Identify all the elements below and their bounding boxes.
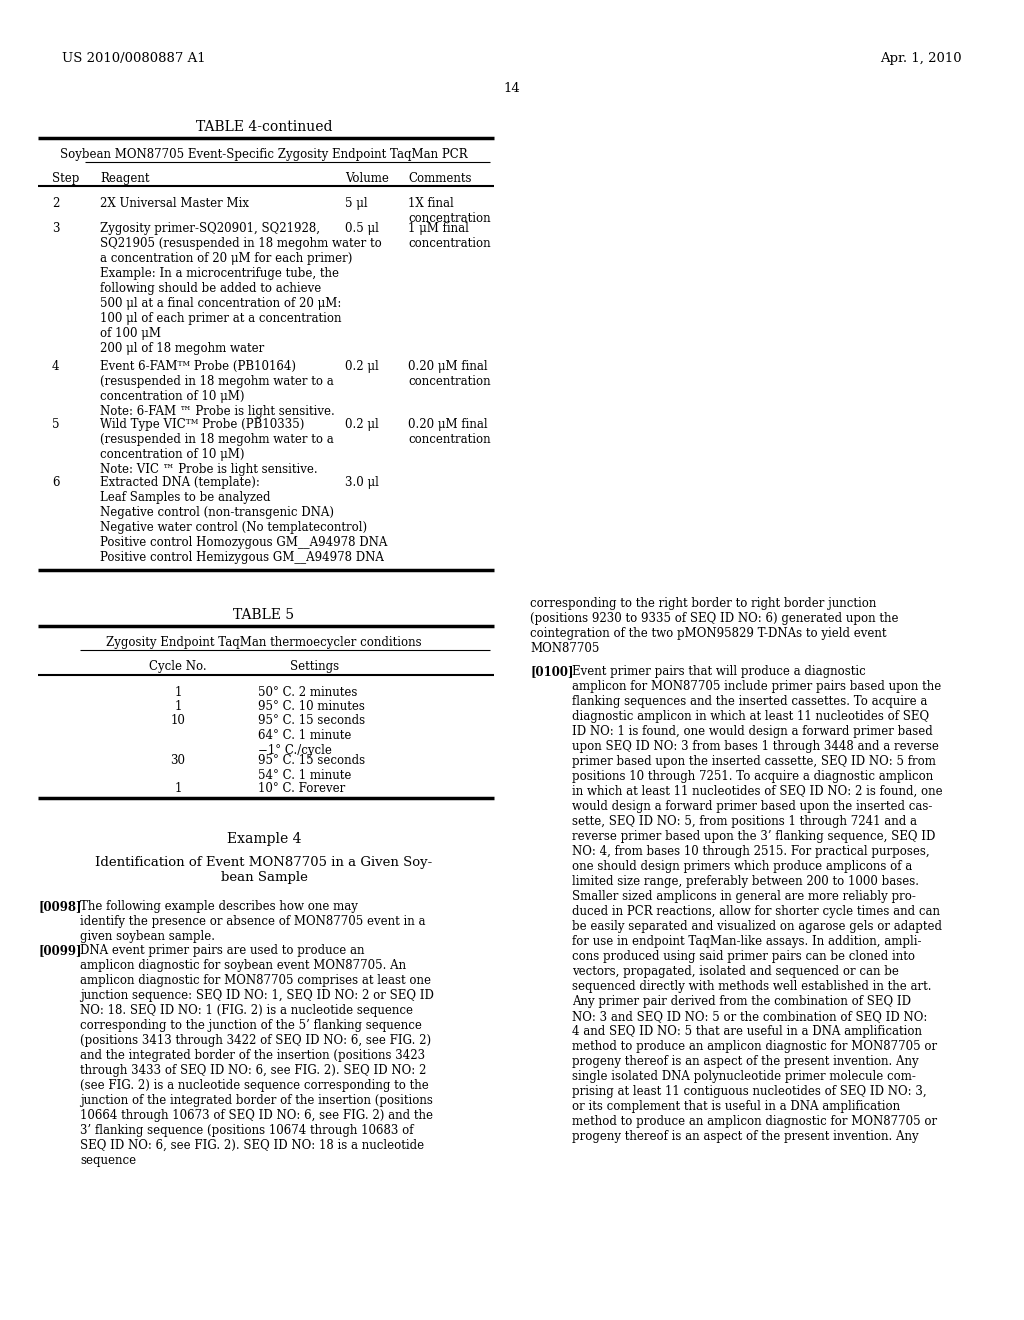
Text: 14: 14 bbox=[504, 82, 520, 95]
Text: 3.0 μl: 3.0 μl bbox=[345, 477, 379, 488]
Text: Volume: Volume bbox=[345, 172, 389, 185]
Text: [0099]: [0099] bbox=[38, 944, 82, 957]
Text: 50° C. 2 minutes: 50° C. 2 minutes bbox=[258, 686, 357, 700]
Text: The following example describes how one may
identify the presence or absence of : The following example describes how one … bbox=[80, 900, 426, 942]
Text: Example 4: Example 4 bbox=[226, 832, 301, 846]
Text: 0.2 μl: 0.2 μl bbox=[345, 418, 379, 432]
Text: TABLE 5: TABLE 5 bbox=[233, 609, 295, 622]
Text: Identification of Event MON87705 in a Given Soy-
bean Sample: Identification of Event MON87705 in a Gi… bbox=[95, 855, 432, 884]
Text: [0098]: [0098] bbox=[38, 900, 82, 913]
Text: Apr. 1, 2010: Apr. 1, 2010 bbox=[881, 51, 962, 65]
Text: 1: 1 bbox=[174, 781, 181, 795]
Text: 4: 4 bbox=[52, 360, 59, 374]
Text: Wild Type VICᵀᴹ Probe (PB10335)
(resuspended in 18 megohm water to a
concentrati: Wild Type VICᵀᴹ Probe (PB10335) (resuspe… bbox=[100, 418, 334, 477]
Text: 6: 6 bbox=[52, 477, 59, 488]
Text: 0.20 μM final
concentration: 0.20 μM final concentration bbox=[408, 418, 490, 446]
Text: Comments: Comments bbox=[408, 172, 471, 185]
Text: 95° C. 15 seconds
64° C. 1 minute
−1° C./cycle: 95° C. 15 seconds 64° C. 1 minute −1° C.… bbox=[258, 714, 366, 756]
Text: 2X Universal Master Mix: 2X Universal Master Mix bbox=[100, 197, 249, 210]
Text: 10: 10 bbox=[171, 714, 185, 727]
Text: 1 μM final
concentration: 1 μM final concentration bbox=[408, 222, 490, 249]
Text: 1X final
concentration: 1X final concentration bbox=[408, 197, 490, 224]
Text: Zygosity primer-SQ20901, SQ21928,
SQ21905 (resuspended in 18 megohm water to
a c: Zygosity primer-SQ20901, SQ21928, SQ2190… bbox=[100, 222, 382, 355]
Text: 5 μl: 5 μl bbox=[345, 197, 368, 210]
Text: Settings: Settings bbox=[290, 660, 339, 673]
Text: TABLE 4-continued: TABLE 4-continued bbox=[196, 120, 332, 135]
Text: 10° C. Forever: 10° C. Forever bbox=[258, 781, 345, 795]
Text: [0100]: [0100] bbox=[530, 665, 573, 678]
Text: 0.5 μl: 0.5 μl bbox=[345, 222, 379, 235]
Text: Event primer pairs that will produce a diagnostic
amplicon for MON87705 include : Event primer pairs that will produce a d… bbox=[572, 665, 943, 1143]
Text: 3: 3 bbox=[52, 222, 59, 235]
Text: Extracted DNA (template):
Leaf Samples to be analyzed
Negative control (non-tran: Extracted DNA (template): Leaf Samples t… bbox=[100, 477, 387, 564]
Text: Event 6-FAMᵀᴹ Probe (PB10164)
(resuspended in 18 megohm water to a
concentration: Event 6-FAMᵀᴹ Probe (PB10164) (resuspend… bbox=[100, 360, 335, 418]
Text: 2: 2 bbox=[52, 197, 59, 210]
Text: corresponding to the right border to right border junction
(positions 9230 to 93: corresponding to the right border to rig… bbox=[530, 597, 898, 655]
Text: Reagent: Reagent bbox=[100, 172, 150, 185]
Text: 5: 5 bbox=[52, 418, 59, 432]
Text: 0.20 μM final
concentration: 0.20 μM final concentration bbox=[408, 360, 490, 388]
Text: Soybean MON87705 Event-Specific Zygosity Endpoint TaqMan PCR: Soybean MON87705 Event-Specific Zygosity… bbox=[60, 148, 468, 161]
Text: Step: Step bbox=[52, 172, 80, 185]
Text: 95° C. 15 seconds
54° C. 1 minute: 95° C. 15 seconds 54° C. 1 minute bbox=[258, 754, 366, 781]
Text: Zygosity Endpoint TaqMan thermoecycler conditions: Zygosity Endpoint TaqMan thermoecycler c… bbox=[106, 636, 422, 649]
Text: 0.2 μl: 0.2 μl bbox=[345, 360, 379, 374]
Text: 95° C. 10 minutes: 95° C. 10 minutes bbox=[258, 700, 365, 713]
Text: US 2010/0080887 A1: US 2010/0080887 A1 bbox=[62, 51, 206, 65]
Text: DNA event primer pairs are used to produce an
amplicon diagnostic for soybean ev: DNA event primer pairs are used to produ… bbox=[80, 944, 434, 1167]
Text: 30: 30 bbox=[171, 754, 185, 767]
Text: 1: 1 bbox=[174, 700, 181, 713]
Text: 1: 1 bbox=[174, 686, 181, 700]
Text: Cycle No.: Cycle No. bbox=[150, 660, 207, 673]
